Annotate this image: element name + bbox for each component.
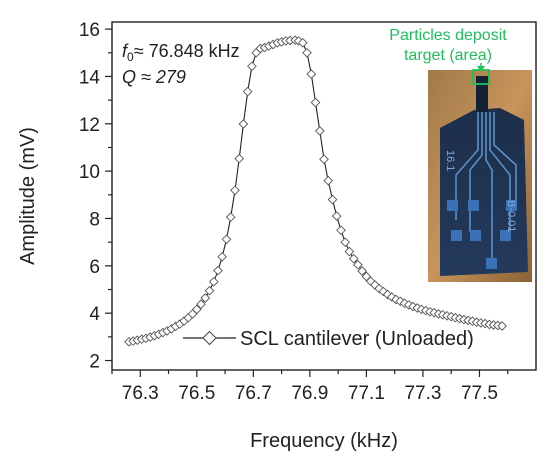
y-tick-label: 2 [89,352,100,373]
data-point-marker [196,299,206,310]
y-axis-title: Amplitude (mV) [17,127,39,265]
data-point-marker [323,175,334,186]
data-point-marker [336,225,346,236]
y-tick-label: 8 [89,209,100,230]
data-point-marker [297,37,308,48]
legend-marker [202,330,217,346]
chip-pads [447,200,517,269]
f0-value: ≈ 76.848 kHz [134,41,240,61]
data-point-marker [302,47,312,58]
data-point-marker [191,304,202,315]
legend: SCL cantilever (Unloaded) [183,328,474,350]
data-point-marker [213,265,223,276]
target-arrow-head [477,66,485,72]
data-point-marker [348,253,359,264]
data-point-marker [221,234,232,245]
legend-label: SCL cantilever (Unloaded) [240,328,474,350]
data-point-marker [225,212,236,222]
y-tick-label: 4 [89,304,100,325]
inset-label-line1: Particles deposit [389,27,507,44]
data-point-marker [204,285,215,296]
y-tick-label: 14 [79,67,101,88]
data-point-marker [319,154,329,165]
data-point-marker [306,69,317,79]
y-tick-label: 16 [79,20,100,41]
x-tick-label: 77.3 [404,383,441,404]
x-axis-ticks: 76.3 76.5 76.7 76.9 77.1 77.3 77.5 [111,370,509,404]
chip-code-text: B-0.01 [505,200,517,232]
plot-frame [111,21,537,371]
cantilever-beam [476,76,488,112]
chip-id-text: 16.1 [444,150,456,171]
y-axis-ticks: 2 4 6 8 10 12 14 16 [79,20,112,373]
y-tick-label: 12 [79,115,100,136]
data-point-marker [247,61,257,72]
y-tick-label: 6 [89,257,100,278]
chip-body [440,108,528,276]
inset-label-line2: target (area) [404,47,492,64]
y-tick-label: 10 [79,162,100,183]
data-point-marker [242,86,253,97]
data-point-marker [208,276,219,287]
x-tick-label: 76.9 [291,383,328,404]
data-point-marker [238,119,249,129]
q-annotation: Q ≈ 279 [122,67,186,87]
data-point-marker [200,293,211,303]
data-point-marker [353,259,363,270]
f0-subscript: 0 [127,50,134,64]
series-markers [124,35,507,347]
inset-photo: 16.1 B-0.01 [428,63,532,282]
data-point-marker [234,153,245,164]
x-tick-label: 77.5 [461,383,498,404]
data-point-marker [217,251,228,262]
x-tick-label: 76.3 [122,383,159,404]
data-point-marker [340,237,351,248]
data-point-marker [331,211,342,221]
f0-symbol: f [122,41,129,61]
f0-annotation: f0≈ 76.848 kHz [122,41,240,64]
data-point-marker [310,97,321,108]
data-point-marker [497,321,507,331]
data-point-marker [357,266,368,276]
data-point-marker [314,126,325,136]
x-axis-title: Frequency (kHz) [250,430,398,452]
x-tick-label: 77.1 [348,383,385,404]
data-point-marker [230,185,240,196]
x-tick-label: 76.7 [235,383,272,404]
data-point-marker [344,246,355,257]
data-point-marker [327,194,338,205]
x-tick-label: 76.5 [178,383,215,404]
